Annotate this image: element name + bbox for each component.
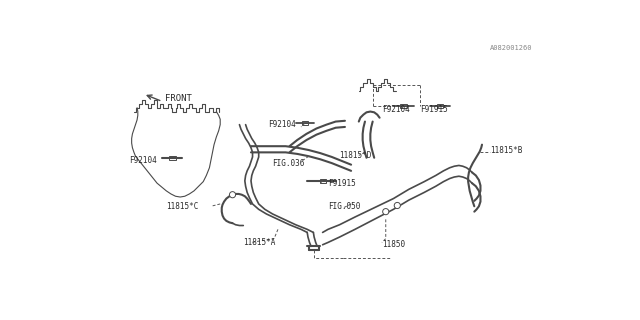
Bar <box>401 104 406 108</box>
Text: FRONT: FRONT <box>164 94 191 103</box>
Text: 11815*C: 11815*C <box>166 202 198 211</box>
Bar <box>436 104 443 108</box>
Text: 11815*B: 11815*B <box>490 146 522 155</box>
Text: FIG.050: FIG.050 <box>328 202 360 211</box>
Text: 11815*D: 11815*D <box>340 151 372 160</box>
Text: F91915: F91915 <box>420 105 448 114</box>
Text: F91915: F91915 <box>328 179 356 188</box>
Text: 11815*A: 11815*A <box>243 238 276 247</box>
Text: F92104: F92104 <box>382 105 410 114</box>
Bar <box>170 156 175 160</box>
Text: F92104: F92104 <box>268 120 296 129</box>
Circle shape <box>394 203 401 209</box>
Bar <box>302 121 308 125</box>
Text: FIG.036: FIG.036 <box>273 159 305 168</box>
Text: F92104: F92104 <box>129 156 157 164</box>
Text: 11850: 11850 <box>382 240 405 249</box>
Bar <box>319 179 326 183</box>
Text: A082001260: A082001260 <box>490 44 532 51</box>
Circle shape <box>230 192 236 198</box>
Circle shape <box>383 209 389 215</box>
